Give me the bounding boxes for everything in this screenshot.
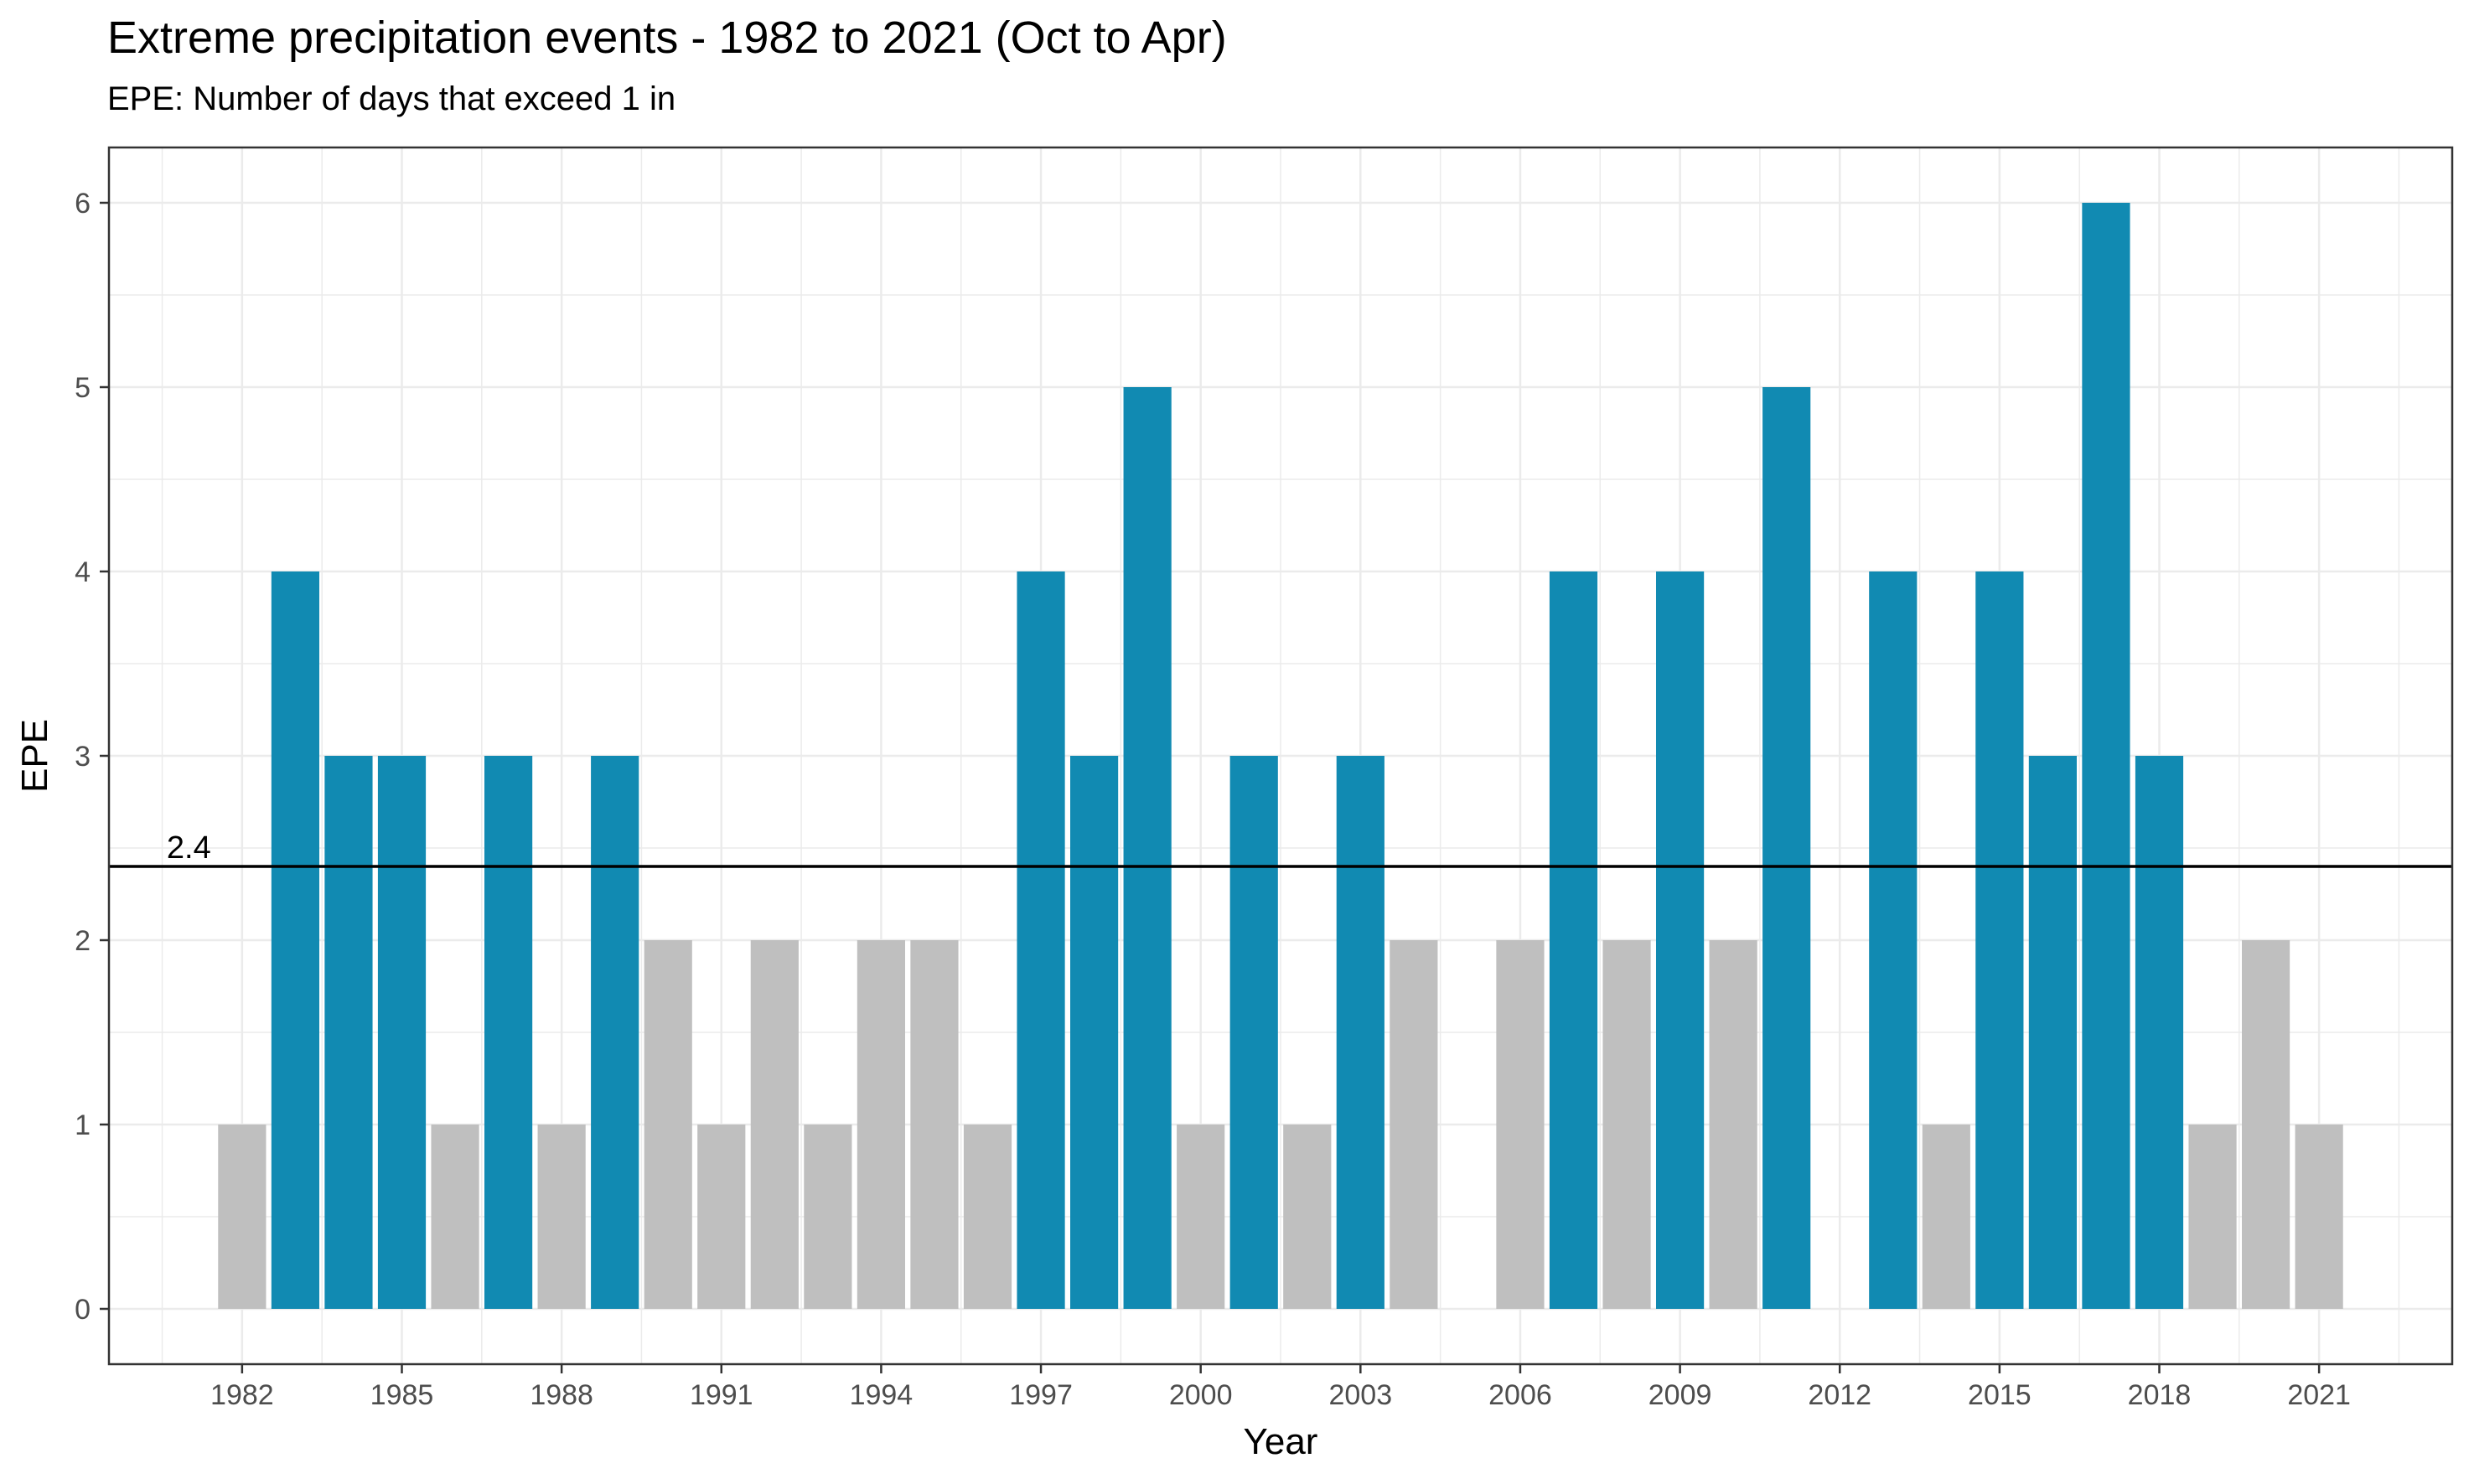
x-tick-label: 2018: [2128, 1379, 2192, 1411]
bar-1997: [1017, 571, 1065, 1309]
bar-1982: [218, 1125, 267, 1309]
bar-2021: [2295, 1125, 2343, 1309]
bar-2020: [2241, 940, 2290, 1309]
bar-2019: [2188, 1125, 2237, 1309]
bar-2008: [1602, 940, 1651, 1309]
y-tick-label: 1: [75, 1109, 91, 1141]
bar-2011: [1762, 387, 1811, 1309]
x-tick-label: 2009: [1648, 1379, 1712, 1411]
bar-2002: [1283, 1125, 1332, 1309]
bar-1991: [697, 1125, 746, 1309]
bar-1987: [484, 756, 533, 1309]
y-tick-label: 5: [75, 372, 91, 404]
y-tick-label: 3: [75, 741, 91, 773]
x-axis-title: Year: [1244, 1421, 1318, 1462]
x-tick-label: 1994: [850, 1379, 914, 1411]
bar-1995: [910, 940, 959, 1309]
y-axis: 0 1 2 3 4 5 6: [75, 188, 109, 1326]
chart-subtitle: EPE: Number of days that exceed 1 in: [107, 80, 676, 117]
x-tick-label: 1991: [690, 1379, 753, 1411]
reference-line-label: 2.4: [167, 830, 211, 866]
y-tick-label: 2: [75, 925, 91, 957]
bar-1986: [431, 1125, 479, 1309]
x-tick-label: 1985: [370, 1379, 434, 1411]
bar-1993: [804, 1125, 852, 1309]
bar-1996: [963, 1125, 1012, 1309]
bar-1983: [271, 571, 320, 1309]
x-tick-label: 2015: [1968, 1379, 2031, 1411]
bar-2014: [1922, 1125, 1970, 1309]
bar-2017: [2082, 203, 2130, 1309]
bar-1992: [750, 940, 799, 1309]
x-tick-label: 1988: [530, 1379, 593, 1411]
bar-2018: [2135, 756, 2184, 1309]
bar-2016: [2028, 756, 2078, 1309]
reference-line-group: 2.4: [109, 830, 2452, 868]
x-tick-label: 2000: [1169, 1379, 1233, 1411]
bar-1999: [1123, 387, 1172, 1309]
x-tick-label: 2021: [2287, 1379, 2351, 1411]
bar-2006: [1496, 940, 1545, 1309]
bar-1988: [537, 1125, 586, 1309]
bar-2003: [1336, 756, 1385, 1309]
x-tick-label: 1982: [210, 1379, 274, 1411]
x-tick-label: 2006: [1488, 1379, 1552, 1411]
bar-1984: [324, 756, 373, 1309]
y-axis-title: EPE: [14, 719, 55, 793]
bar-1989: [591, 756, 639, 1309]
bar-1985: [377, 756, 427, 1309]
bar-2009: [1655, 571, 1705, 1309]
bars: [218, 203, 2343, 1309]
bar-1998: [1069, 756, 1119, 1309]
bar-2015: [1975, 571, 2024, 1309]
bar-2013: [1869, 571, 1918, 1309]
bar-2000: [1177, 1125, 1225, 1309]
x-tick-label: 1997: [1009, 1379, 1073, 1411]
y-tick-label: 0: [75, 1294, 91, 1326]
chart-title: Extreme precipitation events - 1982 to 2…: [107, 13, 1227, 63]
y-tick-label: 6: [75, 188, 91, 220]
bar-1994: [857, 940, 906, 1309]
y-tick-label: 4: [75, 556, 91, 588]
bar-2001: [1229, 756, 1278, 1309]
x-tick-label: 2003: [1328, 1379, 1392, 1411]
bar-2010: [1709, 940, 1757, 1309]
bar-2004: [1390, 940, 1438, 1309]
x-axis: 1982 1985 1988 1991 1994 1997 2000 2003 2006 2009…: [210, 1364, 2351, 1411]
bar-2007: [1549, 571, 1598, 1309]
x-tick-label: 2012: [1808, 1379, 1871, 1411]
bar-1990: [644, 940, 692, 1309]
